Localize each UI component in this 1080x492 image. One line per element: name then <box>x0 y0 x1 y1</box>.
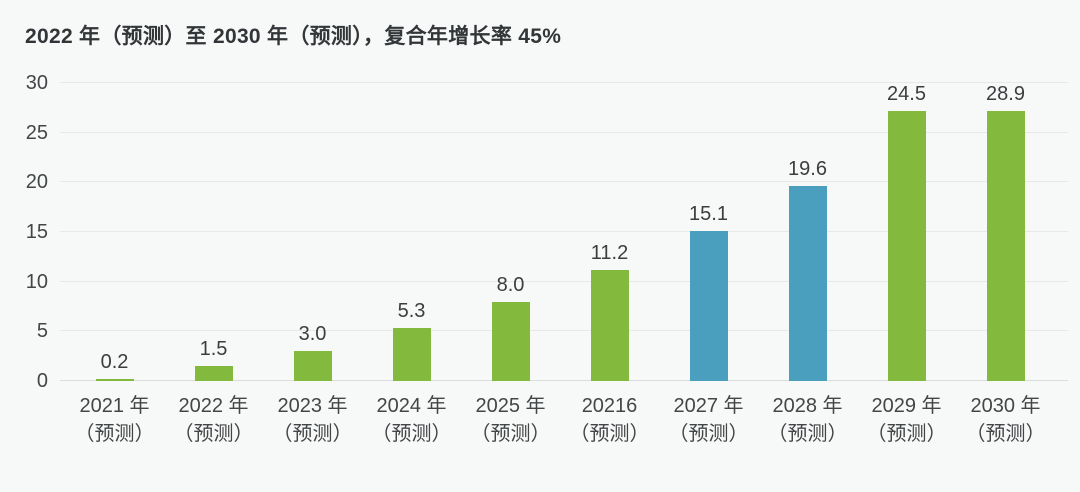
bar-value-label: 15.1 <box>689 203 728 226</box>
x-axis: 2021 年 （预测） 2022 年 （预测） 2023 年 （预测） 2024 年 （预测）… <box>65 392 1055 448</box>
bar-value-label: 0.2 <box>100 351 129 374</box>
gridline-0 <box>60 380 1068 381</box>
bar <box>887 111 926 381</box>
bar-group: 1.5 <box>164 83 263 381</box>
y-tick-label: 0 <box>36 370 48 392</box>
gridlines-layer <box>60 82 1068 381</box>
bar-value-label: 24.5 <box>887 83 926 105</box>
y-tick-label: 5 <box>36 320 48 343</box>
bar-value-label: 1.5 <box>199 338 228 361</box>
bar <box>293 351 332 381</box>
bars-layer: 0.2 1.5 3.0 5.3 8.0 11.2 15.1 19.6 24.5 28.9 <box>65 83 1055 381</box>
y-tick-label: 20 <box>25 171 48 194</box>
bar-group: 19.6 <box>758 83 857 381</box>
x-tick-label: 2027 年 （预测） <box>659 392 758 448</box>
bar-value-label: 11.2 <box>590 241 629 264</box>
x-tick-year: 20216 <box>581 395 638 417</box>
bar-group: 3.0 <box>263 83 362 381</box>
x-tick-year: 2029 年 <box>871 395 942 417</box>
x-tick-year: 2030 年 <box>970 395 1041 417</box>
bar-value-label: 8.0 <box>496 273 525 296</box>
x-tick-year: 2025 年 <box>475 395 546 417</box>
x-tick-year: 2027 年 <box>673 395 744 417</box>
x-tick-label: 2022 年 （预测） <box>164 392 263 448</box>
bar <box>392 328 431 381</box>
bar-value-label: 28.9 <box>986 83 1025 105</box>
x-tick-year: 2028 年 <box>772 395 843 417</box>
y-tick-label: 25 <box>25 121 48 144</box>
x-tick-forecast-note: （预测） <box>470 423 551 445</box>
gridline-10 <box>60 280 1068 282</box>
x-tick-year: 2024 年 <box>376 395 447 417</box>
bar-group: 11.2 <box>560 83 659 381</box>
bar <box>95 379 134 381</box>
gridline-30 <box>60 82 1068 83</box>
x-tick-label: 2024 年 （预测） <box>362 392 461 448</box>
x-tick-forecast-note: （预测） <box>371 423 452 445</box>
bar-value-label: 3.0 <box>298 323 327 346</box>
bar <box>689 231 728 381</box>
x-tick-forecast-note: （预测） <box>272 423 353 445</box>
x-tick-forecast-note: （预测） <box>767 423 848 445</box>
x-tick-label: 20216 （预测） <box>560 392 659 448</box>
x-tick-label: 2021 年 （预测） <box>65 392 164 448</box>
bar-group: 5.3 <box>362 83 461 381</box>
bar <box>491 301 530 381</box>
x-tick-year: 2023 年 <box>277 395 348 417</box>
bar-group: 8.0 <box>461 83 560 381</box>
bar-value-label: 19.6 <box>788 158 827 181</box>
x-tick-forecast-note: （预测） <box>173 423 254 445</box>
x-tick-year: 2022 年 <box>178 395 249 417</box>
y-axis: 0 5 10 15 20 25 30 <box>0 73 48 391</box>
bar-group: 15.1 <box>659 83 758 381</box>
x-tick-label: 2029 年 （预测） <box>857 392 956 448</box>
x-tick-label: 2030 年 （预测） <box>956 392 1055 448</box>
x-tick-label: 2028 年 （预测） <box>758 392 857 448</box>
chart-title: 2022 年（预测）至 2030 年（预测），复合年增长率 45% <box>25 25 562 48</box>
y-tick-label: 30 <box>25 72 48 94</box>
bar <box>788 186 827 381</box>
bar-group: 24.5 <box>857 83 956 381</box>
bar <box>590 269 629 381</box>
gridline-5 <box>60 330 1068 332</box>
x-tick-label: 2023 年 （预测） <box>263 392 362 448</box>
x-tick-forecast-note: （预测） <box>866 423 947 445</box>
x-tick-year: 2021 年 <box>79 395 150 417</box>
bar-group: 0.2 <box>65 83 164 381</box>
x-tick-forecast-note: （预测） <box>74 423 155 445</box>
gridline-15 <box>60 231 1068 232</box>
x-tick-forecast-note: （预测） <box>569 423 650 445</box>
gridline-25 <box>60 131 1068 133</box>
x-tick-forecast-note: （预测） <box>668 423 749 445</box>
bar <box>194 366 233 381</box>
bar-value-label: 5.3 <box>397 300 426 323</box>
bar-group: 28.9 <box>956 83 1055 381</box>
y-tick-label: 15 <box>25 221 48 243</box>
y-tick-label: 10 <box>25 270 48 293</box>
x-tick-label: 2025 年 （预测） <box>461 392 560 448</box>
gridline-20 <box>60 181 1068 183</box>
x-tick-forecast-note: （预测） <box>965 423 1046 445</box>
bar <box>986 111 1025 381</box>
